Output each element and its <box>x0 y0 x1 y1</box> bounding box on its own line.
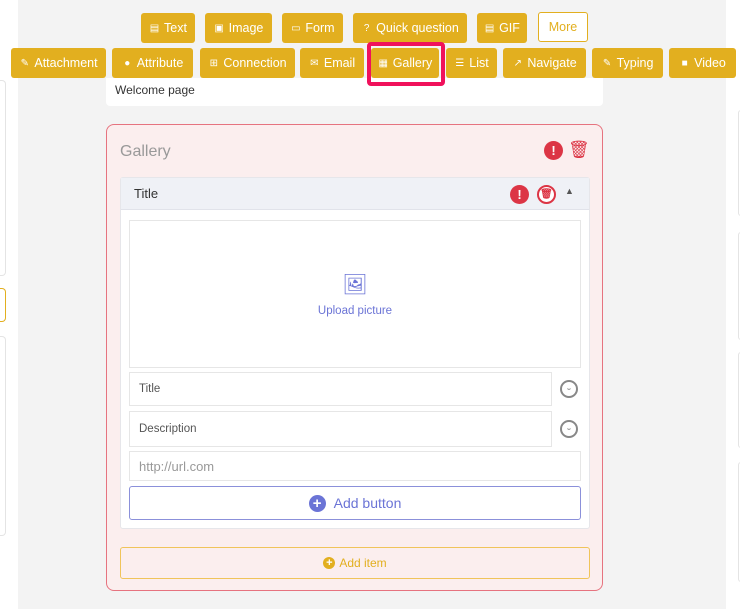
list-button[interactable]: ☰ List <box>446 48 497 78</box>
video-button[interactable]: ■ Video <box>669 48 736 78</box>
image-icon: 🖼 <box>342 273 368 296</box>
plus-circle-icon: + <box>323 557 336 569</box>
welcome-page-label: Welcome page <box>115 83 195 97</box>
more-button[interactable]: More <box>538 12 588 42</box>
url-input[interactable]: http://url.com <box>129 451 581 481</box>
right-panel-card <box>738 110 740 216</box>
typing-button[interactable]: ✎ Typing <box>592 48 663 78</box>
form-icon: ▭ <box>291 22 301 34</box>
emoji-icon[interactable]: ᵕ <box>560 380 578 398</box>
trash-icon[interactable]: 🗑 <box>568 140 590 159</box>
plus-circle-icon: + <box>308 494 326 512</box>
gallery-button[interactable]: ▦ Gallery <box>371 48 439 78</box>
emoji-icon[interactable]: ᵕ <box>560 420 578 438</box>
item-title: Title <box>134 186 159 201</box>
left-panel-card <box>0 80 6 276</box>
error-icon: ! <box>544 141 563 160</box>
external-link-icon: ↗ <box>513 57 523 69</box>
gallery-card: Gallery ! 🗑 Title ! 🗑 ▲ 🖼 Upload picture… <box>106 124 603 591</box>
table-icon: ⊞ <box>209 57 219 69</box>
collapse-icon[interactable]: ▲ <box>565 186 574 196</box>
navigate-button[interactable]: ↗ Navigate <box>503 48 586 78</box>
email-button[interactable]: ✉ Email <box>300 48 364 78</box>
quick-question-button[interactable]: ? Quick question <box>353 13 467 43</box>
left-panel-button[interactable] <box>0 288 6 322</box>
file-text-icon: ▤ <box>149 22 160 34</box>
grid-icon: ▦ <box>378 57 388 69</box>
add-item-button[interactable]: + Add item <box>120 547 590 579</box>
description-input[interactable]: Description <box>129 411 552 447</box>
question-circle-icon: ? <box>363 22 370 34</box>
welcome-page-card[interactable]: Welcome page <box>106 78 603 106</box>
form-button[interactable]: ▭ Form <box>282 13 343 43</box>
attribute-icon: ● <box>124 57 131 69</box>
right-panel-card <box>738 462 740 582</box>
right-panel-card <box>738 232 740 340</box>
edit-icon: ✎ <box>602 57 612 69</box>
text-button[interactable]: ▤ Text <box>141 13 195 43</box>
upload-picture-label: Upload picture <box>317 304 393 317</box>
envelope-icon: ✉ <box>310 57 319 69</box>
list-icon: ☰ <box>455 57 465 69</box>
item-header[interactable]: Title ! 🗑 ▲ <box>121 178 589 210</box>
gif-button[interactable]: ▤ GIF <box>477 13 527 43</box>
upload-picture-area[interactable]: 🖼 Upload picture <box>129 220 581 368</box>
title-input[interactable]: Title <box>129 372 552 406</box>
left-panel-card <box>0 336 6 536</box>
video-icon: ■ <box>681 57 688 69</box>
attribute-button[interactable]: ● Attribute <box>112 48 193 78</box>
gallery-item: Title ! 🗑 ▲ 🖼 Upload picture Title ᵕ Des… <box>120 177 590 529</box>
gif-file-icon: ▤ <box>484 22 495 34</box>
attachment-button[interactable]: ✎ Attachment <box>11 48 106 78</box>
error-icon: ! <box>510 185 529 204</box>
right-panel-card <box>738 352 740 448</box>
gallery-title: Gallery <box>120 143 171 160</box>
image-button[interactable]: ▣ Image <box>205 13 272 43</box>
image-icon: ▣ <box>214 22 224 34</box>
connection-button[interactable]: ⊞ Connection <box>200 48 295 78</box>
paperclip-icon: ✎ <box>20 57 30 69</box>
add-button-button[interactable]: + Add button <box>129 486 581 520</box>
trash-icon[interactable]: 🗑 <box>537 185 556 204</box>
